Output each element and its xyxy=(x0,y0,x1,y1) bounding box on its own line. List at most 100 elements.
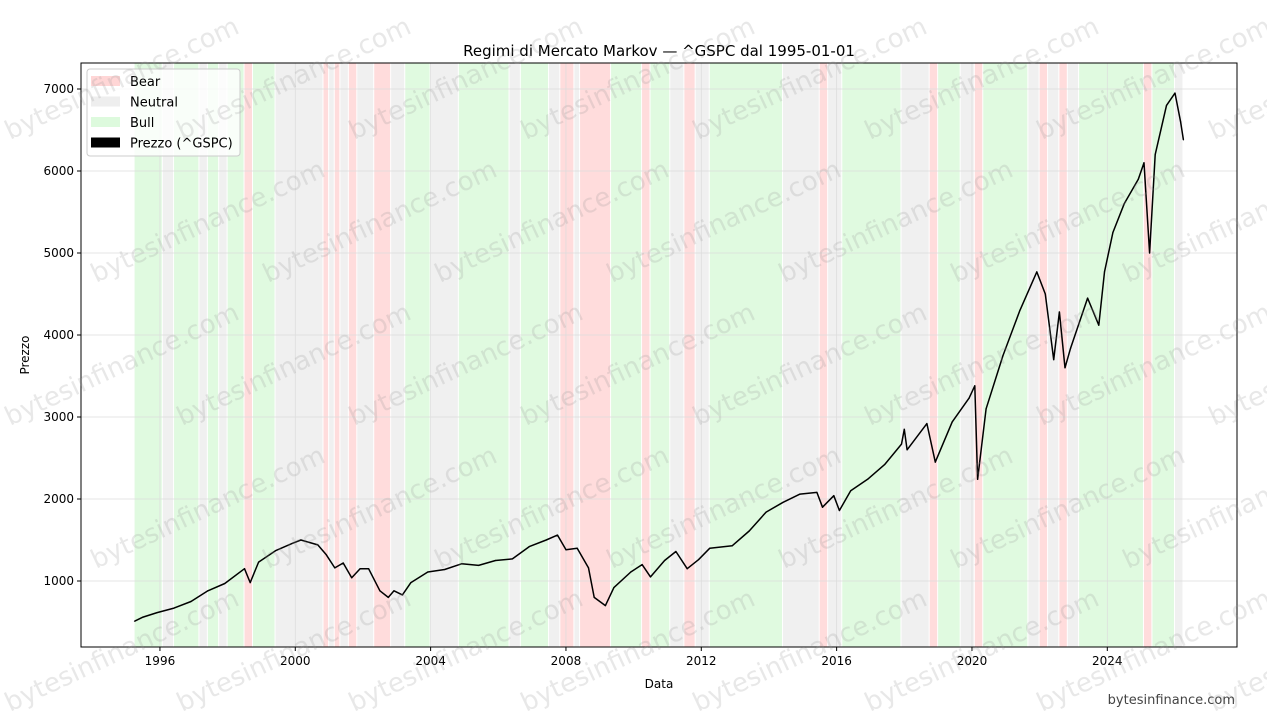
regime-band-bear xyxy=(560,63,574,647)
regime-band-neutral xyxy=(549,63,560,647)
price-point xyxy=(977,478,979,480)
regime-band-bull xyxy=(709,63,783,647)
price-point xyxy=(511,558,513,560)
price-point xyxy=(1112,231,1114,234)
regime-band-bull xyxy=(983,63,1028,647)
price-point xyxy=(838,509,841,512)
y-tick-label: 7000 xyxy=(43,82,74,96)
price-point xyxy=(190,600,192,603)
price-point xyxy=(799,493,801,495)
price-point xyxy=(1098,324,1100,326)
price-point xyxy=(604,604,607,607)
price-point xyxy=(173,607,175,609)
price-point xyxy=(477,564,480,567)
grid-lines xyxy=(81,63,1237,647)
regime-band-bull xyxy=(252,63,275,647)
price-point xyxy=(974,385,976,387)
regime-band-neutral xyxy=(828,63,842,647)
price-point xyxy=(1086,297,1089,299)
price-point xyxy=(1165,104,1168,106)
x-tick-label: 2008 xyxy=(551,654,582,668)
regime-band-neutral xyxy=(357,63,374,647)
price-point xyxy=(985,408,987,410)
price-point xyxy=(782,501,784,503)
x-tick-label: 2016 xyxy=(821,654,852,668)
regime-band-bull xyxy=(174,63,199,647)
regime-band-bull xyxy=(1079,63,1143,647)
regime-band-bull xyxy=(520,63,549,647)
price-point xyxy=(461,563,463,565)
price-point xyxy=(258,561,260,563)
price-point xyxy=(630,571,632,573)
price-point xyxy=(300,539,302,541)
price-point xyxy=(224,582,226,585)
regime-band-neutral xyxy=(391,63,405,647)
regime-band-bear xyxy=(1143,63,1152,647)
price-point xyxy=(410,582,412,584)
price-point xyxy=(1053,358,1055,361)
legend-label: Bull xyxy=(130,116,154,131)
price-point xyxy=(1123,203,1125,205)
legend-swatch xyxy=(91,96,120,107)
price-point xyxy=(686,568,688,570)
price-point xyxy=(334,567,336,569)
price-point xyxy=(1044,293,1046,295)
price-point xyxy=(444,568,446,571)
y-tick-label: 4000 xyxy=(43,328,74,342)
x-tick-label: 1996 xyxy=(145,654,176,668)
price-point xyxy=(709,547,711,549)
regime-band-neutral xyxy=(960,63,974,647)
regime-band-bear xyxy=(819,63,828,647)
legend-label: Neutral xyxy=(130,96,178,111)
price-point xyxy=(1070,347,1072,349)
price-point xyxy=(325,554,327,556)
price-point xyxy=(883,463,886,466)
regime-band-bull xyxy=(842,63,901,647)
legend-swatch xyxy=(91,117,120,127)
price-point xyxy=(731,545,733,547)
regime-band-neutral xyxy=(1174,63,1183,647)
regime-band-neutral xyxy=(670,63,684,647)
price-point xyxy=(1180,121,1182,123)
regime-band-neutral xyxy=(162,63,174,647)
regime-band-bull xyxy=(611,63,642,647)
x-tick-label: 2020 xyxy=(957,654,988,668)
price-point xyxy=(1143,162,1145,164)
price-point xyxy=(906,449,908,451)
price-point xyxy=(545,539,547,541)
regime-band-bear xyxy=(1039,63,1048,647)
y-axis: 1000 2000 3000 4000 5000 6000 7000 xyxy=(43,82,81,588)
price-point xyxy=(821,506,824,508)
price-point xyxy=(249,582,251,584)
regime-band-bear xyxy=(334,63,340,647)
regime-band-neutral xyxy=(275,63,323,647)
regime-band-neutral xyxy=(219,63,227,647)
regime-band-neutral xyxy=(783,63,819,647)
price-point xyxy=(613,586,615,589)
price-point xyxy=(926,422,928,425)
regime-band-neutral xyxy=(1028,63,1039,647)
legend-swatch xyxy=(91,137,120,148)
y-tick-label: 6000 xyxy=(43,164,74,178)
price-point xyxy=(903,428,905,430)
regime-band-bull xyxy=(207,63,219,647)
regime-band-neutral xyxy=(509,63,520,647)
x-axis: 1996 2000 2004 2008 2012 2016 2020 2024 xyxy=(145,647,1123,668)
price-point xyxy=(393,590,395,592)
x-axis-label: Data xyxy=(645,677,674,691)
regime-band-bear xyxy=(929,63,938,647)
y-tick-label: 3000 xyxy=(43,410,74,424)
x-tick-label: 2024 xyxy=(1092,654,1123,668)
price-point xyxy=(351,577,353,579)
price-point xyxy=(142,616,144,618)
y-tick-label: 5000 xyxy=(43,246,74,260)
legend-swatch xyxy=(91,76,120,86)
price-point xyxy=(649,576,652,578)
regime-band-bear xyxy=(374,63,391,647)
regime-band-bull xyxy=(227,63,244,647)
price-point xyxy=(765,511,767,513)
regime-band-bear xyxy=(974,63,983,647)
price-point xyxy=(565,549,567,551)
